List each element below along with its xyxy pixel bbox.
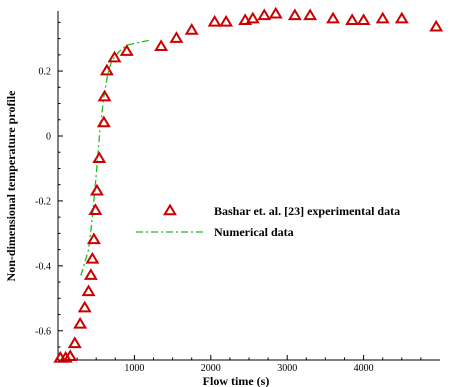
x-tick-label: 2000 (201, 363, 221, 374)
y-tick-label: -0.6 (35, 326, 51, 337)
experimental-point (238, 13, 253, 26)
experimental-point (394, 11, 409, 24)
experimental-point (245, 11, 260, 24)
experimental-point (219, 14, 234, 27)
experimental-series (53, 6, 444, 363)
experimental-point (88, 203, 103, 215)
experimental-point (92, 151, 107, 164)
experimental-point (96, 115, 111, 128)
experimental-point (119, 44, 134, 56)
experimental-point (85, 251, 100, 264)
y-tick-label: 0 (46, 131, 51, 142)
experimental-point (97, 89, 112, 102)
y-tick-label: -0.2 (35, 196, 51, 207)
experimental-point (303, 8, 318, 21)
experimental-point (268, 6, 283, 19)
experimental-point (326, 11, 341, 24)
x-axis-label: Flow time (s) (203, 374, 270, 387)
experimental-point (67, 336, 82, 349)
legend-triangle-icon (163, 203, 177, 216)
x-tick-label: 4000 (354, 363, 374, 374)
experimental-point (257, 8, 272, 21)
experimental-point (99, 63, 114, 76)
legend-label-numerical: Numerical data (214, 225, 294, 239)
y-tick-label: 0.2 (39, 67, 52, 78)
experimental-point (107, 50, 122, 63)
experimental-point (287, 8, 302, 21)
experimental-point (375, 11, 390, 24)
experimental-point (89, 183, 104, 196)
experimental-point (154, 39, 169, 52)
experimental-point (86, 232, 101, 245)
experimental-point (73, 316, 88, 329)
y-tick-label: -0.4 (35, 261, 51, 272)
experimental-point (429, 19, 444, 32)
experimental-point (184, 23, 199, 35)
y-ticks: -0.6 -0.4 -0.2 0 0.2 (35, 21, 63, 348)
x-ticks: 1000 2000 3000 4000 (76, 355, 422, 374)
experimental-point (81, 284, 96, 297)
experimental-point (169, 31, 184, 43)
experimental-point (77, 300, 92, 313)
x-tick-label: 1000 (124, 363, 144, 374)
y-axis-label: Non-dimensional temperature profile (4, 90, 18, 282)
legend: Bashar et. al. [23] experimental data Nu… (136, 203, 400, 239)
x-tick-label: 3000 (277, 363, 297, 374)
experimental-point (83, 268, 98, 280)
experimental-point (345, 13, 360, 26)
legend-label-experimental: Bashar et. al. [23] experimental data (214, 204, 400, 218)
experimental-point (356, 13, 371, 26)
experimental-point (58, 350, 73, 363)
experimental-point (207, 14, 222, 27)
legend-marker-experimental (163, 203, 177, 216)
experimental-point (63, 349, 78, 362)
